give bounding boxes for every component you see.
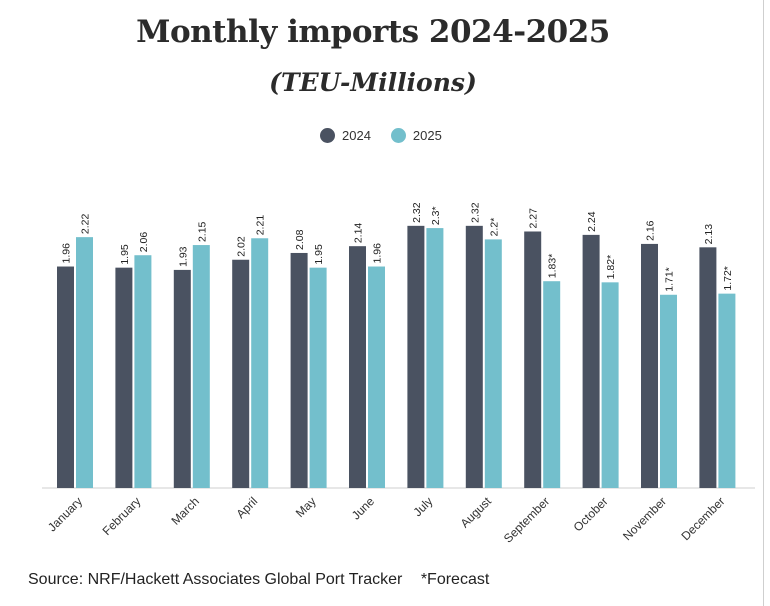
x-tick-label-july: July [411,494,436,519]
x-tick-label-october: October [571,494,611,534]
bar-2024-july [407,225,425,488]
data-label-2024-october: 2.24 [586,211,598,232]
chart-subtitle: (TEU-Millions) [269,68,477,97]
data-label-2024-may: 2.08 [294,229,306,250]
bar-2025-october [601,282,619,488]
legend-item-2024: 2024 [320,128,371,143]
data-label-2024-august: 2.32 [469,202,481,223]
data-label-2024-july: 2.32 [411,202,423,223]
chart-title: Monthly imports 2024-2025 [136,14,610,50]
bar-2024-november [641,243,658,488]
data-label-2024-march: 1.93 [177,246,189,267]
legend-label-2025: 2025 [412,128,442,143]
bar-2024-january [57,266,74,488]
bar-2025-march [192,245,210,488]
chart-legend: 2024 2025 [320,128,462,143]
bar-2024-june [349,246,366,488]
bar-2024-october [582,234,600,488]
bar-2024-march [173,269,191,488]
data-label-2025-october: 1.82* [605,255,617,280]
data-label-2024-january: 1.96 [61,243,73,264]
data-label-2024-november: 2.16 [645,220,657,241]
forecast-note: *Forecast [420,571,490,588]
bar-2025-november [660,294,677,488]
source-note: Source: NRF/Hackett Associates Global Po… [28,571,403,588]
data-label-2025-june: 1.96 [372,243,384,264]
data-label-2024-february: 1.95 [119,244,131,265]
data-label-2025-march: 2.15 [196,221,208,242]
x-tick-label-february: February [100,494,144,538]
data-label-2025-november: 1.71* [664,267,676,292]
bar-2024-august [465,225,483,488]
data-label-2024-june: 2.14 [353,223,365,244]
x-tick-label-june: June [349,494,378,523]
data-label-2025-february: 2.06 [138,232,150,253]
chart-footer: Source: NRF/Hackett Associates Global Po… [28,571,489,589]
bar-2024-may [290,252,308,488]
data-label-2025-april: 2.21 [255,215,267,236]
data-label-2025-july: 2.3* [430,206,442,225]
bar-2025-april [251,238,269,488]
bar-2025-july [426,228,444,488]
bar-2025-september [543,281,561,488]
data-label-2025-september: 1.83* [547,254,559,279]
bar-2024-september [524,231,542,489]
bar-2025-february [134,255,152,488]
legend-swatch-2024 [320,128,335,143]
bar-2025-december [718,293,736,488]
x-tick-label-august: August [458,494,495,531]
data-label-2024-september: 2.27 [528,208,540,229]
data-label-2024-april: 2.02 [236,236,248,257]
frame-border [763,0,764,606]
bar-2025-may [309,267,327,488]
data-label-2025-january: 2.22 [80,214,92,235]
bar-2024-february [115,267,133,488]
bar-2025-june [368,266,385,488]
x-tick-label-march: March [168,494,201,527]
legend-swatch-2025 [390,128,406,143]
legend-label-2024: 2024 [342,128,371,143]
x-tick-label-september: September [501,494,552,545]
bar-2024-december [699,247,717,488]
data-label-2024-december: 2.13 [703,224,715,245]
bar-2025-august [484,239,502,488]
data-label-2025-may: 1.95 [313,244,325,265]
bar-2025-january [76,237,93,488]
bar-chart: 1.96 2.22 January 1.95 2.06 February 1.93 2.15 M… [42,202,755,546]
bar-2024-april [232,259,250,488]
x-tick-label-december: December [678,494,727,543]
x-tick-label-may: May [293,494,319,520]
data-label-2025-december: 1.72* [722,266,734,291]
x-tick-label-april: April [233,494,260,521]
legend-item-2025: 2025 [390,128,442,143]
x-tick-label-january: January [45,494,85,534]
x-tick-label-november: November [620,494,669,543]
data-label-2025-august: 2.2* [488,218,500,237]
